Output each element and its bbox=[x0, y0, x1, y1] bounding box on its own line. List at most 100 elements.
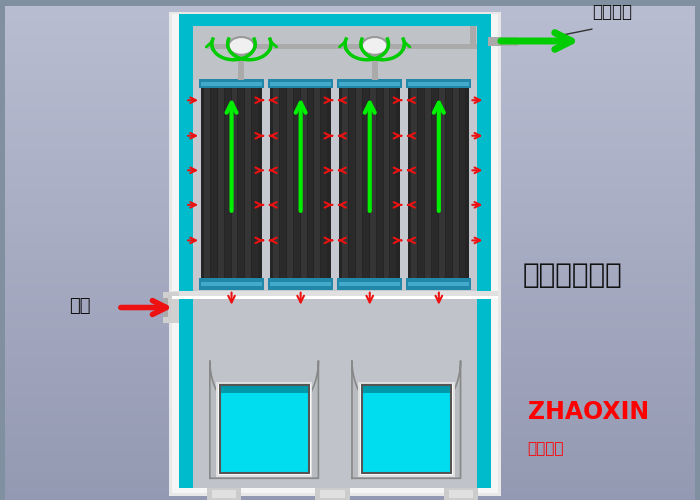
Bar bbox=[201, 82, 262, 86]
Bar bbox=[4, 476, 696, 478]
Bar bbox=[4, 394, 696, 396]
Bar bbox=[418, 82, 424, 284]
Bar bbox=[488, 37, 518, 46]
Bar bbox=[4, 365, 696, 366]
Bar bbox=[4, 230, 696, 232]
Bar bbox=[4, 195, 696, 196]
Bar bbox=[4, 214, 696, 216]
Bar bbox=[406, 278, 471, 289]
Bar bbox=[4, 492, 696, 493]
Bar bbox=[4, 64, 696, 66]
Bar bbox=[432, 82, 438, 284]
Bar bbox=[4, 264, 696, 265]
Bar bbox=[4, 26, 696, 27]
Bar bbox=[4, 184, 696, 185]
Bar bbox=[4, 396, 696, 398]
Bar bbox=[4, 336, 696, 337]
Bar bbox=[4, 240, 696, 242]
Bar bbox=[4, 125, 696, 126]
Bar bbox=[4, 285, 696, 286]
Bar bbox=[193, 294, 477, 488]
Bar bbox=[4, 199, 696, 200]
Bar bbox=[4, 368, 696, 370]
Bar bbox=[249, 44, 257, 48]
Bar bbox=[4, 112, 696, 113]
Bar bbox=[4, 105, 696, 106]
Bar bbox=[4, 185, 696, 186]
Bar bbox=[4, 150, 696, 152]
Bar bbox=[4, 111, 696, 112]
Bar bbox=[220, 386, 309, 394]
Bar bbox=[4, 117, 696, 118]
Bar bbox=[4, 42, 696, 43]
Bar bbox=[4, 86, 696, 88]
Bar bbox=[4, 441, 696, 442]
Bar bbox=[163, 298, 169, 318]
Bar bbox=[4, 126, 696, 127]
Bar bbox=[4, 128, 696, 129]
Bar bbox=[4, 27, 696, 28]
Bar bbox=[270, 82, 331, 86]
Bar bbox=[4, 444, 696, 446]
Bar bbox=[4, 224, 696, 226]
Bar bbox=[408, 82, 470, 86]
Bar bbox=[4, 51, 696, 52]
Bar bbox=[172, 296, 498, 298]
Bar bbox=[4, 462, 696, 464]
Bar bbox=[4, 36, 696, 37]
Bar bbox=[4, 276, 696, 277]
Bar bbox=[406, 78, 471, 88]
Bar bbox=[4, 343, 696, 344]
Bar bbox=[4, 310, 696, 312]
Bar bbox=[4, 192, 696, 193]
Bar bbox=[4, 490, 696, 491]
Bar bbox=[201, 282, 262, 286]
Bar bbox=[4, 298, 696, 300]
Bar bbox=[4, 412, 696, 413]
Bar bbox=[216, 382, 312, 478]
Text: 兆星环保: 兆星环保 bbox=[528, 442, 564, 456]
Bar bbox=[4, 18, 696, 20]
Bar bbox=[4, 198, 696, 199]
Bar bbox=[207, 488, 241, 500]
Bar bbox=[4, 193, 696, 194]
Bar bbox=[4, 16, 696, 18]
Bar bbox=[446, 82, 452, 284]
Bar bbox=[199, 78, 264, 88]
Bar bbox=[4, 119, 696, 120]
Bar bbox=[294, 82, 300, 284]
Bar bbox=[4, 358, 696, 359]
Bar bbox=[4, 265, 696, 266]
Bar bbox=[4, 207, 696, 208]
Bar bbox=[4, 422, 696, 423]
Bar bbox=[4, 178, 696, 179]
Bar bbox=[4, 489, 696, 490]
Bar bbox=[4, 205, 696, 206]
Bar bbox=[4, 262, 696, 263]
Bar bbox=[4, 386, 696, 388]
Bar bbox=[4, 191, 696, 192]
Bar bbox=[408, 282, 470, 286]
Bar bbox=[4, 333, 696, 334]
Bar bbox=[4, 200, 696, 201]
Bar bbox=[4, 246, 696, 248]
Bar bbox=[270, 282, 331, 286]
Bar bbox=[4, 362, 696, 363]
Bar bbox=[4, 329, 696, 330]
Bar bbox=[425, 82, 431, 284]
Bar bbox=[268, 78, 333, 88]
Bar bbox=[4, 435, 696, 436]
Bar bbox=[4, 468, 696, 469]
Bar bbox=[4, 92, 696, 94]
Bar bbox=[477, 14, 491, 488]
Bar bbox=[4, 250, 696, 252]
Bar bbox=[4, 488, 696, 489]
Bar bbox=[4, 82, 696, 84]
Bar bbox=[4, 53, 696, 54]
Bar bbox=[4, 438, 696, 439]
Bar bbox=[4, 160, 696, 162]
Bar bbox=[4, 294, 696, 296]
Bar bbox=[4, 374, 696, 376]
Bar bbox=[4, 38, 696, 39]
Bar bbox=[4, 360, 696, 361]
